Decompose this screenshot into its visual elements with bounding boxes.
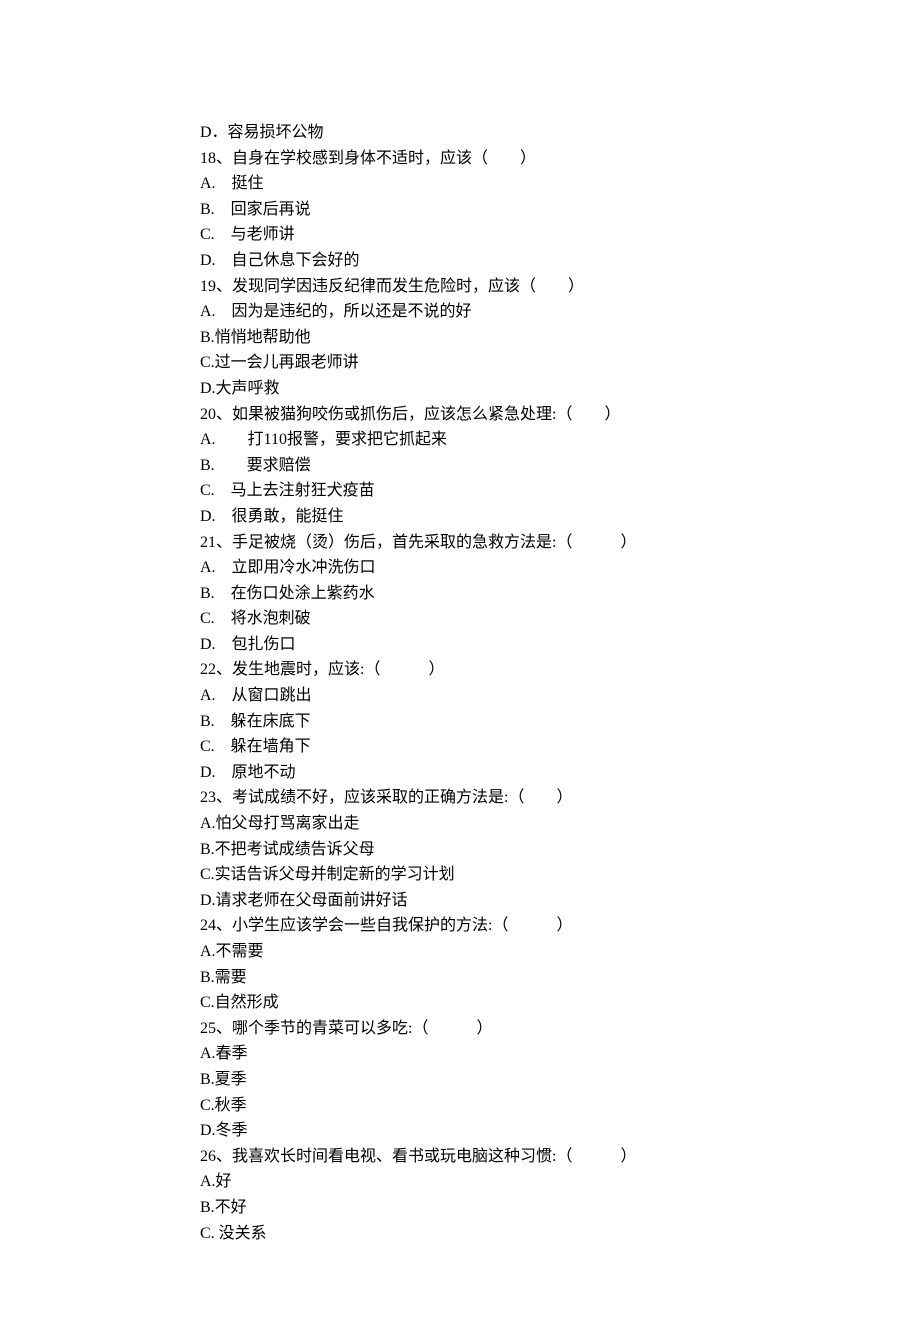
option-25-d: D.冬季: [200, 1118, 720, 1144]
option-19-a: A. 因为是违纪的，所以还是不说的好: [200, 299, 720, 325]
option-19-d: D.大声呼救: [200, 376, 720, 402]
option-26-c: C. 没关系: [200, 1221, 720, 1247]
option-24-b: B.需要: [200, 965, 720, 991]
document-content: D．容易损坏公物 18、自身在学校感到身体不适时，应该（ ） A. 挺住 B. …: [200, 120, 720, 1246]
option-21-b: B. 在伤口处涂上紫药水: [200, 581, 720, 607]
question-20: 20、如果被猫狗咬伤或抓伤后，应该怎么紧急处理:（ ）: [200, 402, 720, 428]
option-23-c: C.实话告诉父母并制定新的学习计划: [200, 862, 720, 888]
option-25-c: C.秋季: [200, 1093, 720, 1119]
option-18-d: D. 自己休息下会好的: [200, 248, 720, 274]
option-18-b: B. 回家后再说: [200, 197, 720, 223]
question-21: 21、手足被烧（烫）伤后，首先采取的急救方法是:（ ）: [200, 530, 720, 556]
option-24-a: A.不需要: [200, 939, 720, 965]
option-25-a: A.春季: [200, 1041, 720, 1067]
option-25-b: B.夏季: [200, 1067, 720, 1093]
option-20-a: A. 打110报警，要求把它抓起来: [200, 427, 720, 453]
question-24: 24、小学生应该学会一些自我保护的方法:（ ）: [200, 913, 720, 939]
option-20-c: C. 马上去注射狂犬疫苗: [200, 478, 720, 504]
question-25: 25、哪个季节的青菜可以多吃:（ ）: [200, 1016, 720, 1042]
option-19-c: C.过一会儿再跟老师讲: [200, 350, 720, 376]
option-22-c: C. 躲在墙角下: [200, 734, 720, 760]
option-21-c: C. 将水泡刺破: [200, 606, 720, 632]
option-22-b: B. 躲在床底下: [200, 709, 720, 735]
question-19: 19、发现同学因违反纪律而发生危险时，应该（ ）: [200, 274, 720, 300]
option-21-a: A. 立即用冷水冲洗伤口: [200, 555, 720, 581]
option-22-a: A. 从窗口跳出: [200, 683, 720, 709]
option-19-b: B.悄悄地帮助他: [200, 325, 720, 351]
question-26: 26、我喜欢长时间看电视、看书或玩电脑这种习惯:（ ）: [200, 1144, 720, 1170]
text-line: D．容易损坏公物: [200, 120, 720, 146]
question-22: 22、发生地震时，应该:（ ）: [200, 657, 720, 683]
question-18: 18、自身在学校感到身体不适时，应该（ ）: [200, 146, 720, 172]
option-23-a: A.怕父母打骂离家出走: [200, 811, 720, 837]
option-21-d: D. 包扎伤口: [200, 632, 720, 658]
option-24-c: C.自然形成: [200, 990, 720, 1016]
option-18-c: C. 与老师讲: [200, 222, 720, 248]
question-23: 23、考试成绩不好，应该采取的正确方法是:（ ）: [200, 785, 720, 811]
option-22-d: D. 原地不动: [200, 760, 720, 786]
option-23-d: D.请求老师在父母面前讲好话: [200, 888, 720, 914]
option-26-a: A.好: [200, 1169, 720, 1195]
option-20-d: D. 很勇敢，能挺住: [200, 504, 720, 530]
option-23-b: B.不把考试成绩告诉父母: [200, 837, 720, 863]
option-26-b: B.不好: [200, 1195, 720, 1221]
option-20-b: B. 要求赔偿: [200, 453, 720, 479]
option-18-a: A. 挺住: [200, 171, 720, 197]
